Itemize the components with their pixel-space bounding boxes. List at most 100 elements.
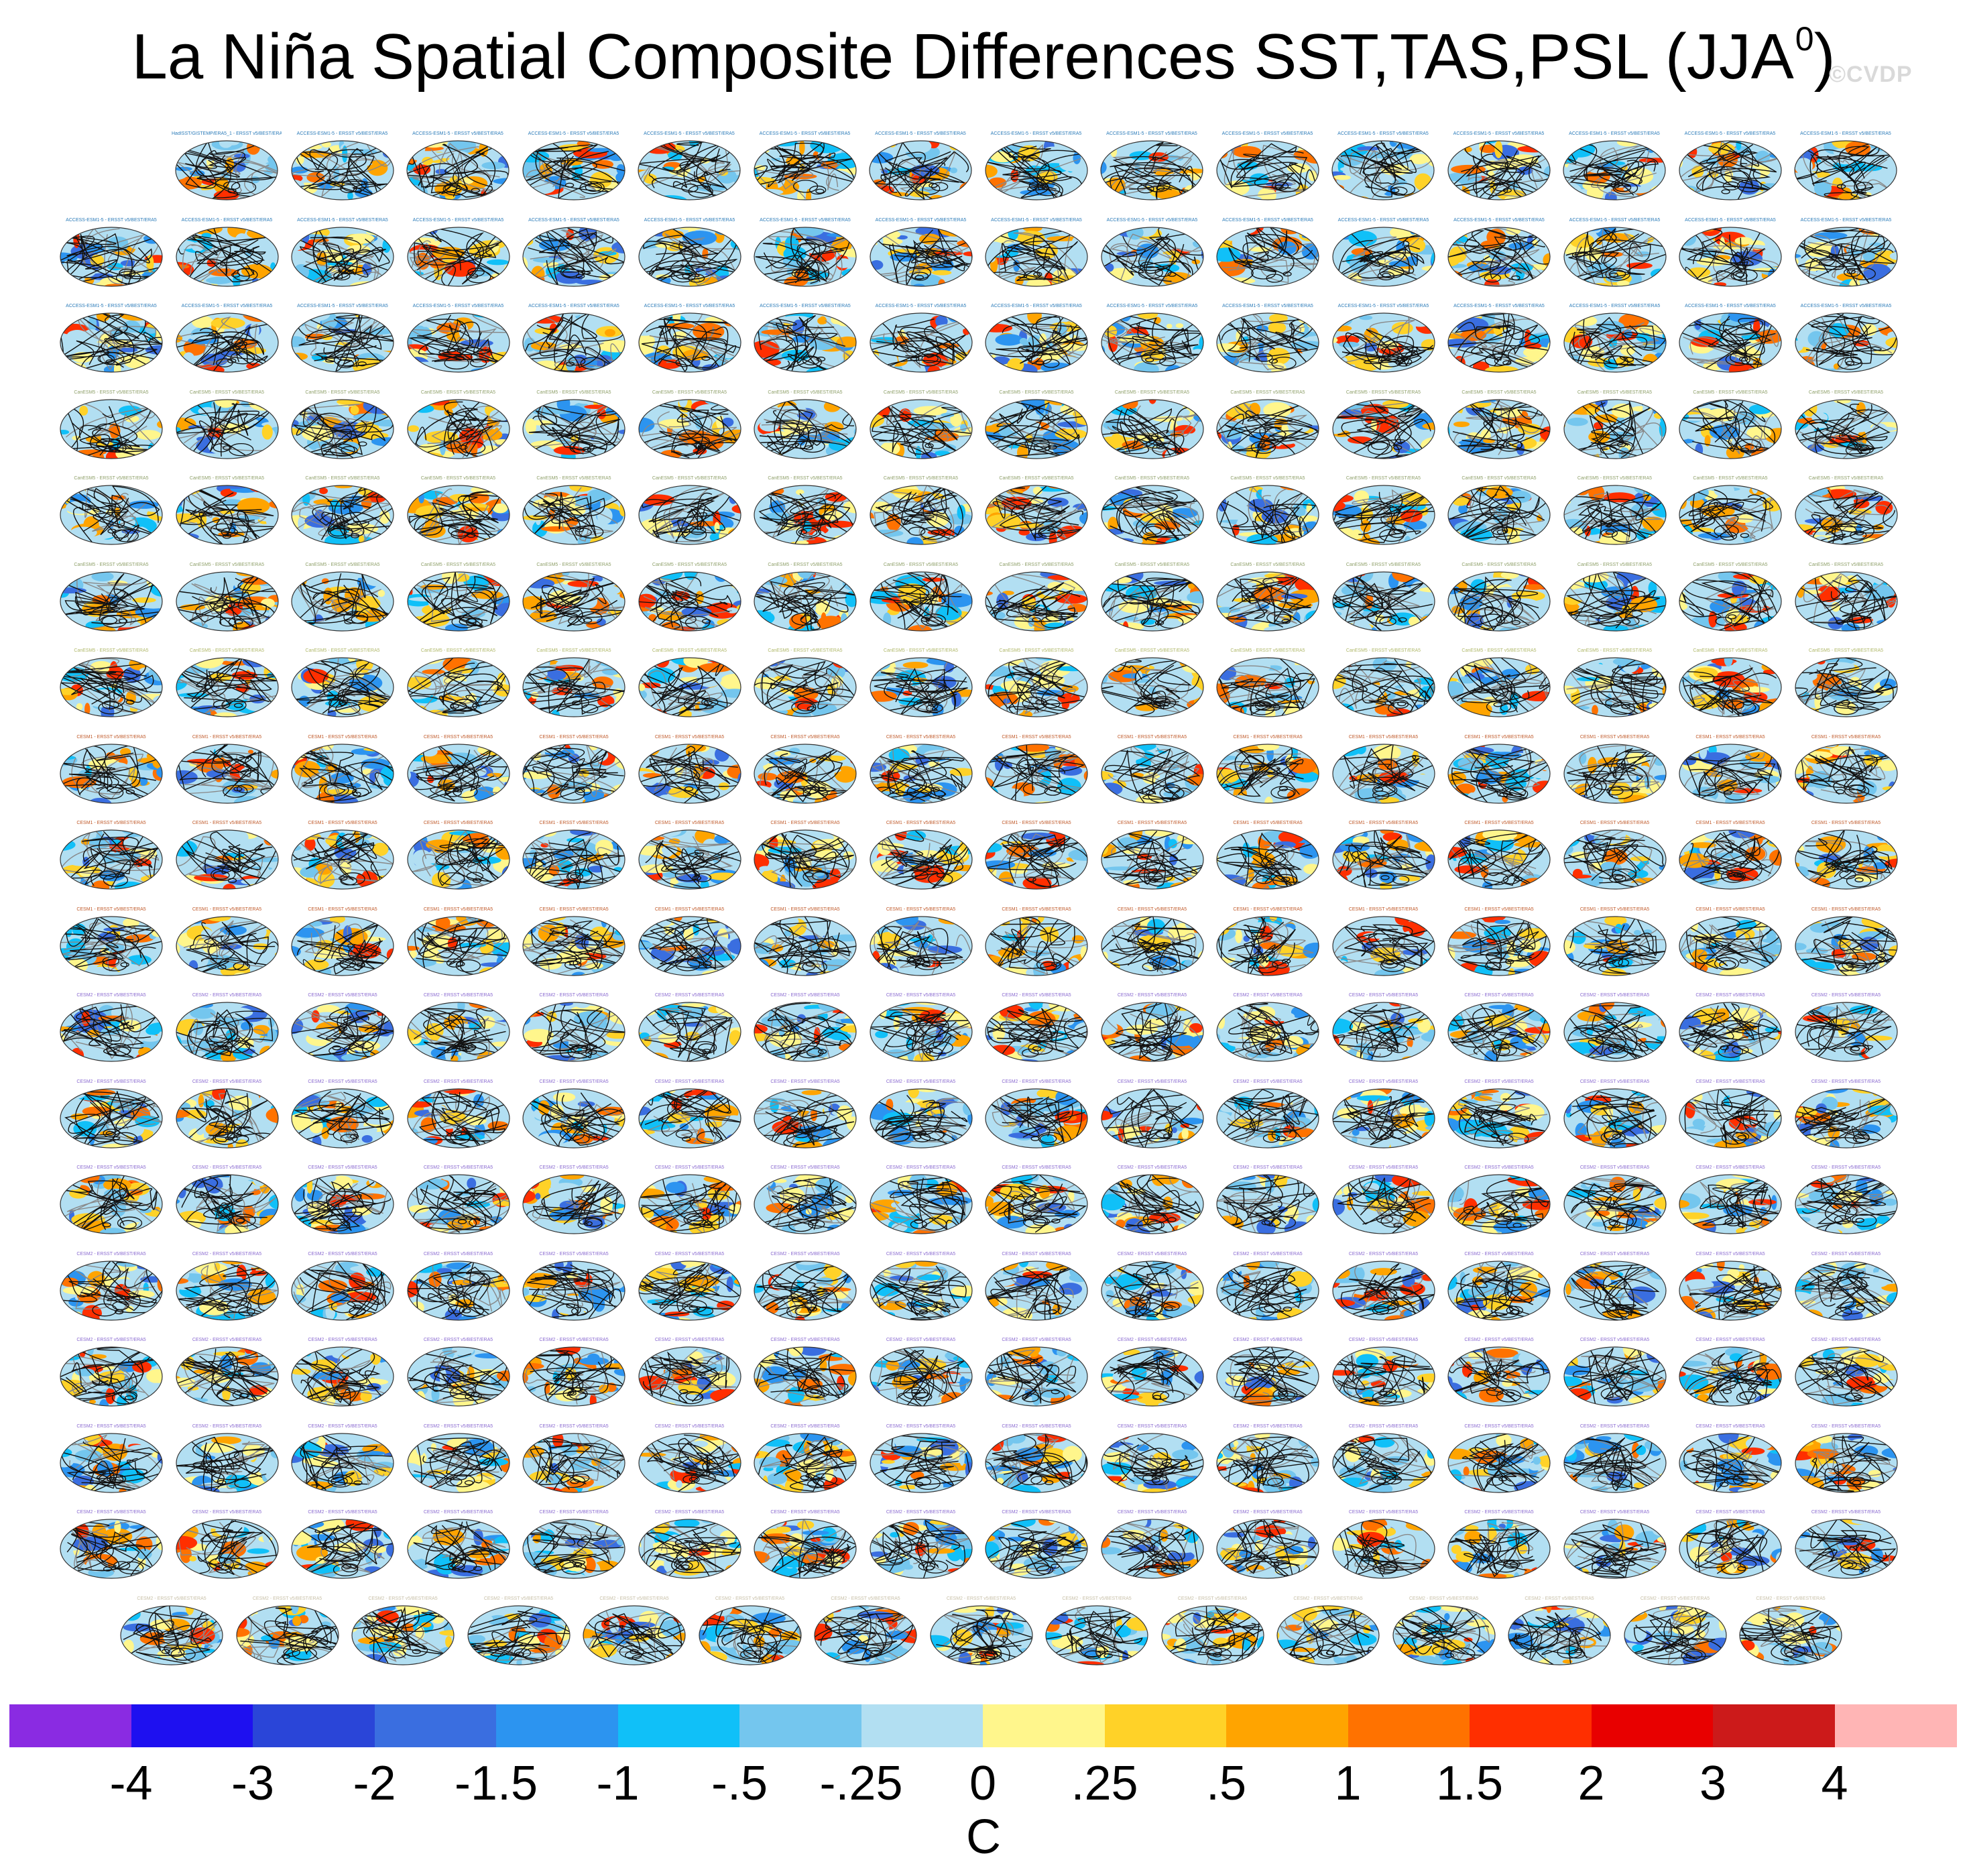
- panel-label: CanESM5 - ERSST v5/BEST/ERA5: [1346, 476, 1421, 481]
- map-panel: CanESM5 - ERSST v5/BEST/ERA5: [519, 390, 629, 460]
- map-panel: CESM2 - ERSST v5/BEST/ERA5: [519, 1252, 629, 1322]
- map-panel: CanESM5 - ERSST v5/BEST/ERA5: [404, 390, 514, 460]
- map-plot: [60, 915, 163, 976]
- map-plot: [522, 1088, 625, 1149]
- panel-label: CESM2 - ERSST v5/BEST/ERA5: [1348, 993, 1419, 998]
- map-panel: CanESM5 - ERSST v5/BEST/ERA5: [56, 476, 166, 546]
- map-panel: ACCESS-ESM1-5 - ERSST v5/BEST/ERA5: [1213, 304, 1323, 373]
- map-panel: ACCESS-ESM1-5 - ERSST v5/BEST/ERA5: [1329, 218, 1439, 288]
- map-plot: [1331, 1346, 1435, 1407]
- panel-label: CESM2 - ERSST v5/BEST/ERA5: [654, 1251, 725, 1256]
- panel-label: CESM2 - ERSST v5/BEST/ERA5: [1579, 993, 1650, 998]
- map-panel: CESM2 - ERSST v5/BEST/ERA5: [1213, 1252, 1323, 1322]
- map-panel: CESM2 - ERSST v5/BEST/ERA5: [1097, 1252, 1207, 1322]
- colorbar-tick-label: -1.5: [454, 1757, 538, 1810]
- panel-label: CESM1 - ERSST v5/BEST/ERA5: [308, 821, 377, 825]
- panel-label: CESM2 - ERSST v5/BEST/ERA5: [308, 993, 377, 998]
- map-plot: [60, 226, 163, 287]
- panel-label: CESM1 - ERSST v5/BEST/ERA5: [654, 734, 725, 740]
- map-panel: CESM2 - ERSST v5/BEST/ERA5: [1560, 993, 1670, 1063]
- map-panel: CESM2 - ERSST v5/BEST/ERA5: [1444, 1338, 1554, 1407]
- map-panel: CanESM5 - ERSST v5/BEST/ERA5: [981, 648, 1091, 718]
- map-plot: [1794, 1432, 1898, 1493]
- map-panel: CESM2 - ERSST v5/BEST/ERA5: [811, 1596, 920, 1666]
- map-plot: [1100, 829, 1204, 890]
- map-panel: CESM1 - ERSST v5/BEST/ERA5: [981, 907, 1091, 977]
- map-panel: CESM2 - ERSST v5/BEST/ERA5: [1791, 1165, 1901, 1235]
- map-panel: CESM2 - ERSST v5/BEST/ERA5: [172, 1338, 282, 1407]
- panel-label: CESM2 - ERSST v5/BEST/ERA5: [770, 1165, 840, 1170]
- map-panel: CanESM5 - ERSST v5/BEST/ERA5: [981, 476, 1091, 546]
- panel-label: CESM2 - ERSST v5/BEST/ERA5: [1293, 1596, 1363, 1601]
- map-panel: CESM2 - ERSST v5/BEST/ERA5: [1444, 1165, 1554, 1235]
- map-plot: [638, 398, 741, 459]
- map-panel: CESM1 - ERSST v5/BEST/ERA5: [866, 821, 976, 890]
- map-panel: ACCESS-ESM1-5 - ERSST v5/BEST/ERA5: [1675, 131, 1785, 201]
- map-plot: [1447, 829, 1551, 890]
- map-plot: [60, 743, 163, 804]
- map-plot: [985, 571, 1088, 632]
- map-plot: [1563, 140, 1666, 200]
- map-plot: [754, 226, 857, 287]
- map-panel: CESM1 - ERSST v5/BEST/ERA5: [1097, 907, 1207, 977]
- map-panel: CESM2 - ERSST v5/BEST/ERA5: [927, 1596, 1036, 1666]
- panel-label: CESM2 - ERSST v5/BEST/ERA5: [423, 1338, 493, 1342]
- panel-label: CanESM5 - ERSST v5/BEST/ERA5: [1808, 562, 1884, 567]
- map-panel: CanESM5 - ERSST v5/BEST/ERA5: [404, 476, 514, 546]
- map-plot: [1679, 312, 1782, 373]
- map-panel: CanESM5 - ERSST v5/BEST/ERA5: [56, 648, 166, 718]
- panel-label: CESM2 - ERSST v5/BEST/ERA5: [599, 1596, 669, 1601]
- map-plot: [985, 1260, 1088, 1321]
- map-plot: [754, 312, 857, 373]
- map-panel: CESM2 - ERSST v5/BEST/ERA5: [750, 1338, 860, 1407]
- map-panel: CESM2 - ERSST v5/BEST/ERA5: [56, 1424, 166, 1494]
- panel-label: CESM2 - ERSST v5/BEST/ERA5: [1348, 1338, 1419, 1342]
- map-plot: [1623, 1604, 1727, 1665]
- panel-label: CESM2 - ERSST v5/BEST/ERA5: [1348, 1079, 1419, 1084]
- map-plot: [1447, 743, 1551, 804]
- panel-label: ACCESS-ESM1-5 - ERSST v5/BEST/ERA5: [1453, 131, 1545, 136]
- map-plot: [1679, 1346, 1782, 1407]
- map-panel: CanESM5 - ERSST v5/BEST/ERA5: [1791, 648, 1901, 718]
- map-panel: CESM2 - ERSST v5/BEST/ERA5: [981, 993, 1091, 1063]
- map-panel: CanESM5 - ERSST v5/BEST/ERA5: [1791, 563, 1901, 632]
- map-panel: CESM1 - ERSST v5/BEST/ERA5: [750, 907, 860, 977]
- map-plot: [60, 1174, 163, 1234]
- map-plot: [1331, 398, 1435, 459]
- panel-label: CESM1 - ERSST v5/BEST/ERA5: [1811, 821, 1881, 825]
- panel-label: CESM2 - ERSST v5/BEST/ERA5: [1348, 1423, 1419, 1429]
- title-superscript: 0: [1795, 20, 1814, 58]
- map-panel: CESM2 - ERSST v5/BEST/ERA5: [519, 1079, 629, 1149]
- map-panel: CESM1 - ERSST v5/BEST/ERA5: [1444, 907, 1554, 977]
- map-plot: [1100, 485, 1204, 545]
- map-plot: [406, 485, 510, 545]
- map-panel: CanESM5 - ERSST v5/BEST/ERA5: [404, 563, 514, 632]
- panel-label: CESM2 - ERSST v5/BEST/ERA5: [1525, 1596, 1594, 1601]
- map-plot: [120, 1604, 223, 1665]
- panel-label: CESM1 - ERSST v5/BEST/ERA5: [1579, 734, 1650, 740]
- map-panel: CanESM5 - ERSST v5/BEST/ERA5: [1560, 390, 1670, 460]
- map-plot: [869, 571, 973, 632]
- panel-label: CanESM5 - ERSST v5/BEST/ERA5: [305, 390, 380, 395]
- map-plot: [406, 915, 510, 976]
- map-plot: [1794, 657, 1898, 717]
- map-plot: [1447, 140, 1551, 200]
- panel-label: ACCESS-ESM1-5 - ERSST v5/BEST/ERA5: [1569, 131, 1660, 136]
- map-panel: ACCESS-ESM1-5 - ERSST v5/BEST/ERA5: [1791, 131, 1901, 201]
- map-panel: CESM2 - ERSST v5/BEST/ERA5: [288, 1510, 398, 1580]
- panel-label: CESM2 - ERSST v5/BEST/ERA5: [1002, 1079, 1071, 1084]
- map-panel: CESM1 - ERSST v5/BEST/ERA5: [1675, 821, 1785, 890]
- map-plot: [406, 657, 510, 717]
- panel-label: ACCESS-ESM1-5 - ERSST v5/BEST/ERA5: [528, 217, 619, 223]
- panel-label: CanESM5 - ERSST v5/BEST/ERA5: [420, 648, 496, 653]
- map-panel: CanESM5 - ERSST v5/BEST/ERA5: [1675, 476, 1785, 546]
- panel-label: ACCESS-ESM1-5 - ERSST v5/BEST/ERA5: [297, 217, 388, 223]
- panel-label: CanESM5 - ERSST v5/BEST/ERA5: [420, 390, 496, 395]
- map-plot: [291, 1519, 394, 1579]
- map-panel: ACCESS-ESM1-5 - ERSST v5/BEST/ERA5: [288, 304, 398, 373]
- panel-label: CESM2 - ERSST v5/BEST/ERA5: [192, 1251, 262, 1256]
- panel-label: ACCESS-ESM1-5 - ERSST v5/BEST/ERA5: [1800, 217, 1892, 223]
- map-panel: ACCESS-ESM1-5 - ERSST v5/BEST/ERA5: [1444, 218, 1554, 288]
- panel-label: CESM2 - ERSST v5/BEST/ERA5: [308, 1338, 377, 1342]
- map-panel: ACCESS-ESM1-5 - ERSST v5/BEST/ERA5: [635, 218, 745, 288]
